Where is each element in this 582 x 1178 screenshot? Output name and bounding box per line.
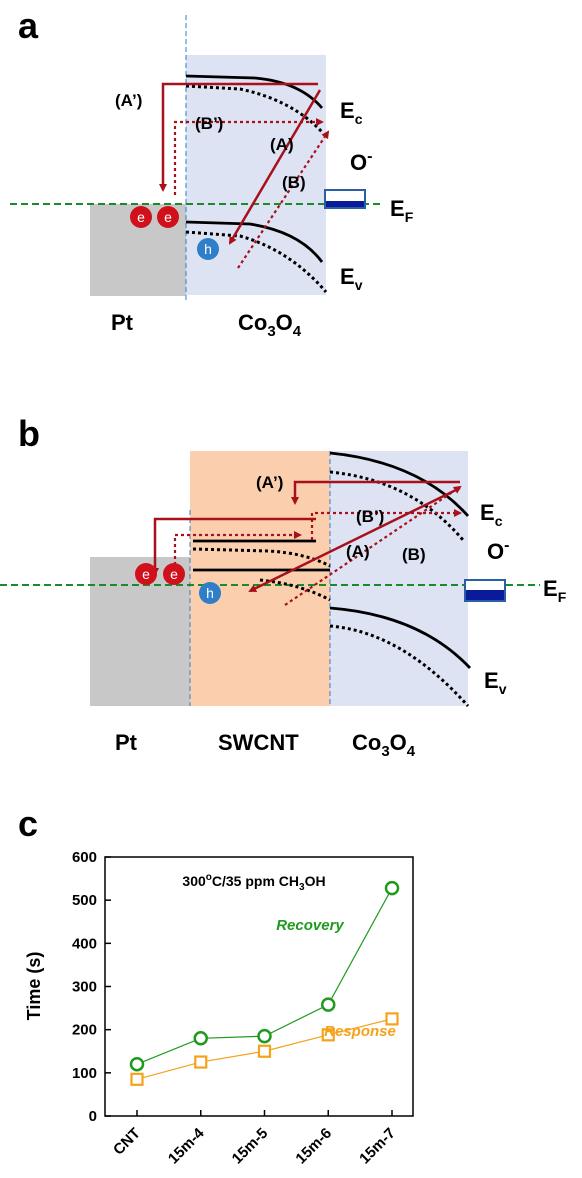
formula-sub: 4	[293, 323, 302, 340]
y-tick-label: 300	[72, 979, 97, 996]
x-tick-label: 15m-7	[356, 1125, 399, 1168]
y-axis-label: Time (s)	[24, 952, 44, 1021]
material-label: SWCNT	[218, 730, 299, 755]
arrow-label: (A’)	[115, 91, 142, 110]
data-point	[322, 999, 334, 1011]
arrow-label: (B)	[402, 545, 426, 564]
y-tick-label: 400	[72, 935, 97, 952]
oxygen-sup: -	[367, 148, 372, 165]
panel-label: b	[18, 413, 40, 454]
formula-sub: 3	[381, 743, 389, 760]
oxygen-fill	[326, 201, 364, 207]
oxygen-label: O-	[487, 537, 509, 564]
arrow-label: (A)	[270, 135, 294, 154]
data-point	[132, 1074, 143, 1085]
electron-label: e	[137, 209, 145, 225]
y-tick-label: 600	[72, 849, 97, 866]
panel-label: a	[18, 5, 39, 46]
ef-sub: F	[558, 589, 567, 605]
ev-main: E	[484, 668, 499, 693]
ec-main: E	[340, 98, 355, 123]
formula-part: O	[276, 310, 293, 335]
electron-label: e	[170, 566, 178, 582]
data-point	[131, 1058, 143, 1070]
plot-frame	[105, 857, 413, 1116]
x-tick-label: 15m-4	[165, 1124, 208, 1167]
material-label: Pt	[111, 310, 134, 335]
arrow-label: (B’)	[195, 114, 223, 133]
y-tick-label: 100	[72, 1065, 97, 1082]
ec-label: Ec	[480, 500, 503, 529]
oxygen-main: O	[487, 539, 504, 564]
arrow-label: (A)	[346, 542, 370, 561]
ev-sub: v	[499, 681, 507, 697]
data-point	[195, 1057, 206, 1068]
data-point	[259, 1046, 270, 1057]
material-label: Pt	[115, 730, 138, 755]
ev-label: Ev	[340, 264, 363, 293]
ev-label: Ev	[484, 668, 507, 697]
ev-main: E	[340, 264, 355, 289]
x-tick-label: 15m-6	[292, 1125, 335, 1168]
ef-label: EF	[390, 196, 414, 225]
electron-label: e	[164, 209, 172, 225]
data-point	[259, 1030, 271, 1042]
formula-part: O	[390, 730, 407, 755]
y-tick-label: 500	[72, 892, 97, 909]
annotation-part: OH	[305, 873, 326, 889]
ef-label: EF	[543, 576, 567, 605]
ec-sub: c	[495, 513, 503, 529]
hole-label: h	[204, 241, 212, 257]
annotation-part: 300	[182, 873, 206, 889]
ev-sub: v	[355, 277, 363, 293]
y-tick-label: 200	[72, 1022, 97, 1039]
figure: a e e h (A’) (B’) (A) (B) Ec O- EF Ev Pt…	[0, 0, 582, 1178]
ec-sub: c	[355, 111, 363, 127]
formula-part: Co	[238, 310, 267, 335]
formula-sub: 4	[407, 743, 416, 760]
oxygen-main: O	[350, 150, 367, 175]
series-label: Response	[324, 1023, 396, 1040]
y-tick-label: 0	[89, 1108, 97, 1125]
annotation-part: C/35 ppm CH	[212, 873, 299, 889]
x-tick-label: CNT	[110, 1125, 144, 1159]
data-point	[195, 1032, 207, 1044]
ec-label: Ec	[340, 98, 363, 127]
ef-sub: F	[405, 209, 414, 225]
electron-label: e	[142, 566, 150, 582]
oxygen-fill	[466, 590, 504, 600]
ec-main: E	[480, 500, 495, 525]
plot: 0 100 200 300 400 500 600 CNT 15m-4 15m-5 15m-6 15m…	[72, 849, 399, 1167]
ef-main: E	[390, 196, 405, 221]
oxygen-sup: -	[504, 537, 509, 554]
material-label: Co3O4	[352, 730, 416, 760]
formula-sub: 3	[267, 323, 275, 340]
hole-label: h	[206, 585, 214, 601]
arrow-label: (B)	[282, 173, 306, 192]
x-tick-label: 15m-5	[229, 1125, 272, 1168]
co3o4-region	[330, 451, 468, 706]
panel-label: c	[18, 803, 38, 844]
series-label: Recovery	[276, 917, 344, 934]
arrow-label: (B’)	[356, 507, 384, 526]
formula-part: Co	[352, 730, 381, 755]
arrow-label: (A’)	[256, 473, 283, 492]
ef-main: E	[543, 576, 558, 601]
data-point	[386, 882, 398, 894]
oxygen-label: O-	[350, 148, 372, 175]
material-label: Co3O4	[238, 310, 302, 340]
chart-annotation: 300oC/35 ppm CH3OH	[182, 872, 325, 893]
